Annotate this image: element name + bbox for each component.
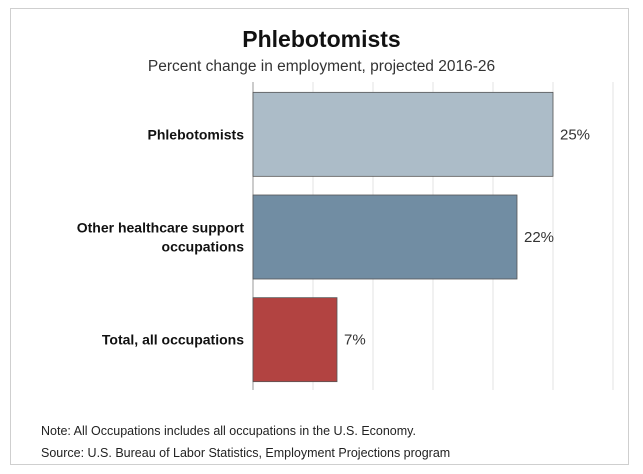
category-labels: Phlebotomists Other healthcare support occ… — [77, 126, 245, 347]
chart-title: Phlebotomists — [242, 26, 401, 52]
bars — [252, 91, 554, 383]
chart-subtitle: Percent change in employment, projected … — [147, 58, 496, 75]
category-label: Total, all occupations — [102, 332, 244, 348]
bar — [252, 91, 554, 177]
chart-notes: Note: All Occupations includes all occup… — [41, 420, 450, 464]
category-label: occupations — [162, 239, 245, 255]
value-label: 22% — [524, 229, 554, 246]
value-label: 7% — [344, 332, 366, 349]
category-label: Phlebotomists — [148, 126, 245, 142]
source-text: Source: U.S. Bureau of Labor Statistics,… — [41, 446, 451, 460]
value-label: 25% — [560, 126, 590, 143]
note-text: Note: All Occupations includes all occup… — [41, 424, 416, 438]
value-labels: 25% 22% 7% — [344, 126, 590, 348]
category-label: Other healthcare support — [77, 220, 245, 236]
bar — [252, 194, 518, 280]
bar — [252, 297, 338, 383]
